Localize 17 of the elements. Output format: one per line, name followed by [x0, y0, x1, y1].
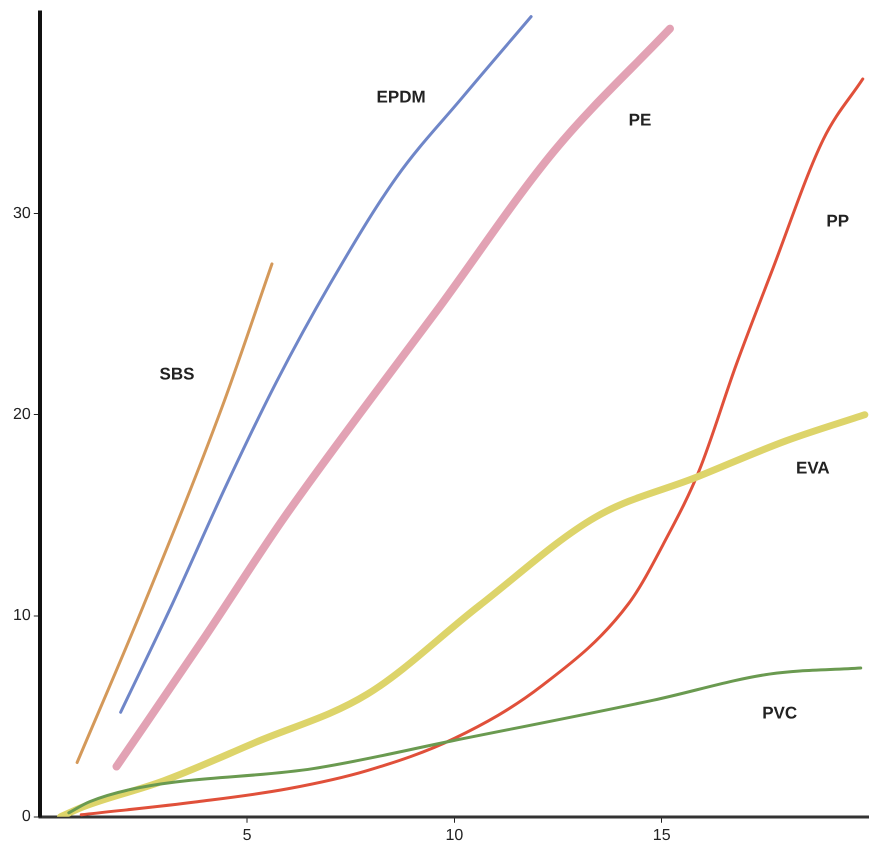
series-label: EVA [796, 458, 830, 478]
x-tick-label: 5 [242, 826, 252, 844]
y-tick-label: 0 [22, 808, 31, 826]
series-label: PE [628, 110, 652, 130]
line-series [76, 262, 274, 764]
series-label: PP [826, 212, 850, 231]
series-label: EPDM [376, 87, 426, 106]
line-series [67, 666, 862, 814]
x-tick-label: 15 [652, 826, 671, 844]
x-tick-label: 10 [446, 826, 464, 844]
line-series [80, 77, 864, 816]
y-tick-label: 30 [13, 205, 31, 222]
series-label: PVC [762, 704, 798, 723]
series-label: SBS [159, 364, 194, 384]
y-tick-label: 20 [13, 406, 31, 424]
line-series [119, 15, 533, 714]
y-tick-label: 10 [13, 607, 31, 624]
